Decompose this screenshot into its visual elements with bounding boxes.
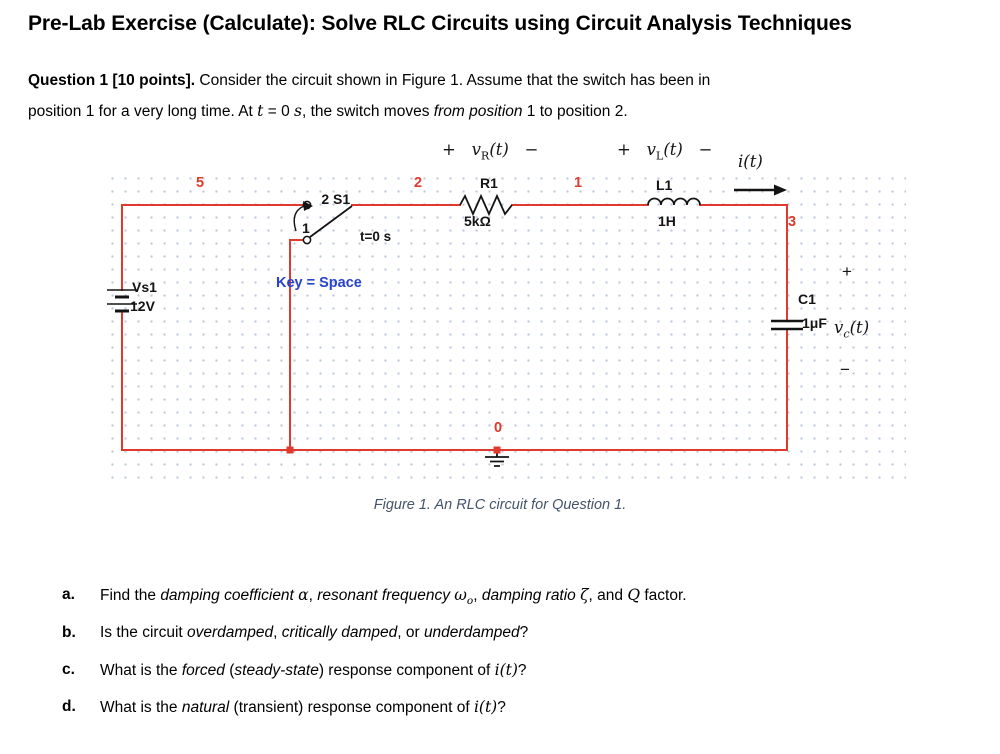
- capacitor-icon: [771, 319, 803, 331]
- current-annotation: i(t): [738, 152, 763, 171]
- question-text: Is the circuit overdamped, critically da…: [100, 624, 529, 641]
- wire-bottom-rail: [121, 310, 788, 451]
- net-label-0: 0: [494, 420, 503, 436]
- junction-dot: [286, 446, 294, 454]
- question-item-c: c. What is the forced (steady-state) res…: [62, 659, 972, 682]
- switch-name-label: S1: [333, 191, 351, 207]
- question-intro-line-1: Question 1 [10 points]. Consider the cir…: [28, 72, 711, 89]
- page-title: Pre-Lab Exercise (Calculate): Solve RLC …: [28, 12, 852, 35]
- capacitor-name-label: C1: [798, 291, 816, 307]
- question-letter: c.: [62, 661, 75, 678]
- junction-dot: [493, 446, 501, 454]
- resistor-icon: [459, 193, 513, 217]
- inductor-value-label: 1H: [658, 213, 676, 229]
- wire-top-rail: [351, 204, 788, 320]
- net-label-1: 1: [574, 175, 583, 191]
- source-name-label: Vs1: [132, 279, 157, 295]
- figure-caption: Figure 1. An RLC circuit for Question 1.: [373, 497, 627, 513]
- question-intro-line-2: position 1 for a very long time. At t = …: [28, 102, 628, 120]
- switch-label: 2 S1: [298, 175, 350, 223]
- resistor-value-label: 5kΩ: [464, 213, 491, 229]
- inductor-name-label: L1: [656, 177, 673, 193]
- question-item-d: d. What is the natural (transient) respo…: [62, 696, 972, 719]
- resistor-voltage-annotation: + vR(t) −: [442, 140, 539, 163]
- question-letter: a.: [62, 586, 75, 603]
- net-label-2: 2: [414, 175, 423, 191]
- question-letter: b.: [62, 624, 76, 641]
- inductor-icon: [647, 197, 701, 206]
- circuit-figure: 5 2 S1 2 R1 1 L1 5kΩ 1H 3 1 t=0 s Key = …: [100, 140, 910, 485]
- switch-position-1-label: 1: [302, 220, 310, 236]
- switch-key-label: Key = Space: [276, 275, 362, 291]
- inductor-voltage-annotation: + vL(t) −: [617, 140, 713, 163]
- switch-time-label: t=0 s: [360, 229, 392, 244]
- switch-motion-arrow-icon: [293, 205, 305, 232]
- question-text: What is the forced (steady-state) respon…: [100, 661, 527, 679]
- battery-icon: [107, 289, 137, 313]
- switch-position-2-label: 2: [321, 191, 330, 207]
- circuit-schematic: [107, 184, 803, 467]
- question-letter: d.: [62, 698, 76, 715]
- net-label-3: 3: [788, 214, 797, 230]
- resistor-name-label: R1: [480, 175, 498, 191]
- switch-motion-arrowhead: [303, 201, 313, 211]
- capacitor-voltage-label: vc(t): [834, 318, 870, 341]
- capacitor-value-label: 1μF: [802, 315, 827, 331]
- capacitor-plus-sign: +: [842, 262, 852, 281]
- wire-switch-position1: [289, 239, 303, 451]
- schematic-grid-background: [102, 168, 906, 483]
- current-arrow-icon: [734, 184, 787, 196]
- switch-icon: [293, 200, 353, 245]
- switch-arm: [309, 205, 353, 238]
- source-value-label: 12V: [130, 298, 155, 314]
- net-label-5: 5: [196, 175, 205, 191]
- switch-terminal-1: [302, 235, 312, 245]
- question-text: What is the natural (transient) response…: [100, 698, 506, 716]
- capacitor-minus-sign: −: [840, 360, 850, 379]
- question-text: Find the damping coefficient α, resonant…: [100, 586, 687, 608]
- wire-source-to-switch: [121, 204, 304, 291]
- question-item-b: b. Is the circuit overdamped, critically…: [62, 622, 972, 644]
- question-item-a: a. Find the damping coefficient α, reson…: [62, 584, 972, 607]
